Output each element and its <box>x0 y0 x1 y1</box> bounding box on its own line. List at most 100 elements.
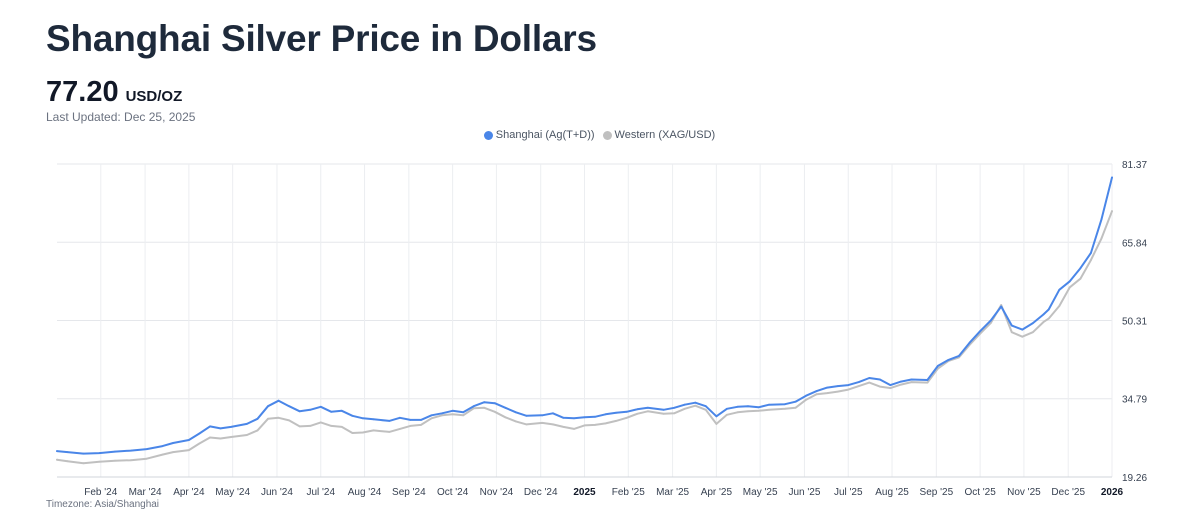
data-point <box>662 412 665 415</box>
x-axis: Feb '24 Mar '24 Apr '24 May '24 Jun '24 Jul '… <box>57 476 1124 498</box>
data-point <box>277 399 280 402</box>
x-tick-label: Oct '24 <box>437 487 469 498</box>
x-tick-label: Feb '25 <box>612 487 645 498</box>
data-point <box>900 380 902 383</box>
data-point <box>747 405 749 408</box>
data-point <box>372 429 375 432</box>
data-point <box>694 401 697 404</box>
data-point <box>736 405 739 408</box>
data-point <box>815 390 818 392</box>
data-point <box>694 404 697 407</box>
data-point <box>198 442 201 445</box>
data-point <box>784 403 786 406</box>
data-point <box>82 452 85 455</box>
data-point <box>66 460 69 463</box>
data-point <box>989 322 992 324</box>
data-point <box>1032 322 1034 324</box>
data-point <box>1000 304 1003 306</box>
data-point <box>979 330 981 333</box>
points-shanghai <box>56 176 1113 455</box>
data-point <box>472 407 475 410</box>
data-point <box>805 394 807 397</box>
data-point <box>1100 218 1103 221</box>
data-point <box>989 319 992 322</box>
data-point <box>768 403 770 406</box>
data-point <box>198 432 201 435</box>
data-point <box>1100 237 1103 240</box>
data-point <box>1042 313 1045 316</box>
price-unit: USD/OZ <box>125 88 183 105</box>
data-point <box>130 459 132 462</box>
data-point <box>794 400 797 403</box>
data-point <box>757 409 760 412</box>
data-point <box>230 436 233 438</box>
data-point <box>362 417 364 420</box>
data-point <box>319 421 322 424</box>
data-point <box>552 412 554 415</box>
data-point <box>246 434 248 436</box>
data-point <box>673 412 676 415</box>
data-point <box>98 452 101 454</box>
data-point <box>388 420 391 422</box>
legend-item-western[interactable]: Western (XAG/USD) <box>602 129 715 141</box>
x-tick-label: Jul '24 <box>306 487 335 498</box>
data-point <box>857 381 860 383</box>
data-point <box>451 409 454 412</box>
data-point <box>515 420 517 423</box>
y-tick-label: 81.37 <box>1122 160 1147 171</box>
data-point <box>726 413 728 416</box>
data-point <box>319 405 322 408</box>
data-point <box>1021 335 1024 338</box>
data-point <box>172 442 175 444</box>
x-tick-label: Nov '24 <box>480 487 514 498</box>
data-point <box>604 422 607 425</box>
price-row: 77.20 USD/OZ <box>46 76 182 109</box>
data-point <box>541 422 544 424</box>
data-point <box>947 359 950 361</box>
data-point <box>826 386 829 389</box>
data-point <box>188 449 190 451</box>
data-point <box>267 417 269 420</box>
data-point <box>1010 324 1013 327</box>
data-point <box>646 410 649 413</box>
data-point <box>604 413 607 416</box>
data-point <box>472 405 475 408</box>
data-point <box>409 419 412 421</box>
data-point <box>625 410 628 413</box>
x-tick-label: Feb '24 <box>84 487 117 498</box>
data-point <box>726 407 728 410</box>
x-tick-label: Sep '25 <box>920 487 954 498</box>
data-point <box>573 417 575 420</box>
data-point <box>430 417 433 420</box>
data-point <box>277 416 280 419</box>
data-point <box>1010 331 1013 334</box>
data-point <box>399 416 401 419</box>
data-point <box>56 450 58 452</box>
y-axis: 81.37 65.84 50.31 34.79 19.26 <box>1122 160 1147 484</box>
data-point <box>847 388 850 391</box>
data-point <box>298 425 301 428</box>
data-point <box>910 378 913 381</box>
data-point <box>309 425 312 427</box>
data-point <box>1079 267 1082 270</box>
x-tick-label: Dec '25 <box>1051 487 1085 498</box>
data-point <box>462 414 465 417</box>
data-point <box>736 411 739 414</box>
data-point <box>1111 210 1113 213</box>
data-point <box>441 414 443 417</box>
legend-item-shanghai[interactable]: Shanghai (Ag(T+D)) <box>483 129 595 141</box>
data-point <box>1068 286 1071 289</box>
data-point <box>246 423 248 425</box>
data-point <box>82 462 85 465</box>
data-point <box>926 381 929 384</box>
data-point <box>879 378 881 381</box>
data-point <box>879 385 881 388</box>
data-point <box>1090 252 1092 254</box>
data-point <box>483 406 486 409</box>
x-tick-label: Mar '25 <box>656 487 689 498</box>
last-updated: Last Updated: Dec 25, 2025 <box>46 110 196 124</box>
data-point <box>451 413 454 416</box>
data-point <box>562 426 565 428</box>
data-point <box>757 406 760 409</box>
